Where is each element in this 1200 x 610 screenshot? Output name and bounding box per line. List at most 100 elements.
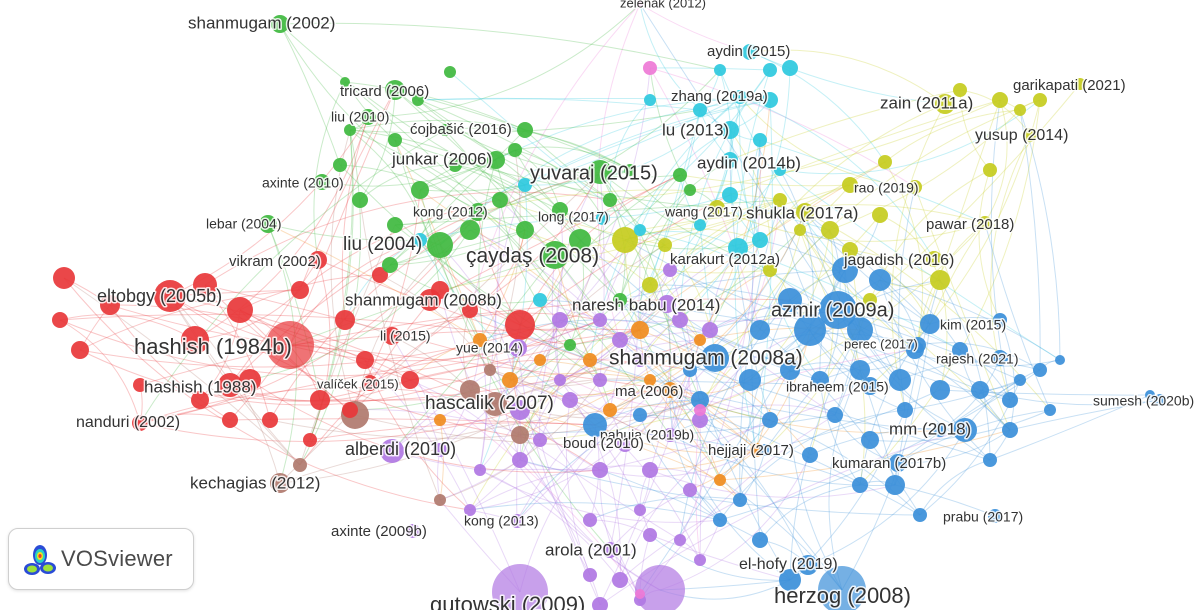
publication-node[interactable] bbox=[484, 364, 496, 376]
publication-node[interactable] bbox=[992, 92, 1008, 108]
publication-node[interactable] bbox=[517, 122, 533, 138]
publication-node[interactable] bbox=[464, 504, 476, 516]
publication-node[interactable] bbox=[633, 408, 647, 422]
node-label[interactable]: perec (2017) bbox=[843, 335, 920, 353]
publication-node[interactable] bbox=[762, 412, 778, 428]
publication-node[interactable] bbox=[908, 180, 922, 194]
publication-node[interactable] bbox=[533, 293, 547, 307]
publication-node[interactable] bbox=[508, 143, 522, 157]
publication-node[interactable] bbox=[154, 280, 186, 312]
publication-node[interactable] bbox=[310, 390, 330, 410]
publication-node[interactable] bbox=[913, 508, 927, 522]
publication-node[interactable] bbox=[714, 474, 726, 486]
publication-node[interactable] bbox=[406, 524, 420, 538]
node-label[interactable]: long (2017) bbox=[537, 207, 611, 226]
node-label[interactable]: junkar (2006) bbox=[390, 148, 494, 170]
publication-node[interactable] bbox=[593, 313, 607, 327]
publication-node[interactable] bbox=[674, 534, 686, 546]
publication-node[interactable] bbox=[721, 121, 739, 139]
node-label[interactable]: alberdi (2010) bbox=[344, 437, 458, 460]
publication-node[interactable] bbox=[259, 215, 277, 233]
node-label[interactable]: lu (2013) bbox=[661, 119, 731, 141]
publication-node[interactable] bbox=[534, 354, 546, 366]
node-label[interactable]: naresh babu (2014) bbox=[571, 294, 722, 316]
publication-node[interactable] bbox=[713, 513, 727, 527]
publication-node[interactable] bbox=[469, 203, 487, 221]
publication-node[interactable] bbox=[1055, 355, 1065, 365]
publication-node[interactable] bbox=[850, 360, 870, 380]
publication-node[interactable] bbox=[335, 310, 355, 330]
publication-node[interactable] bbox=[1145, 390, 1155, 400]
publication-node[interactable] bbox=[842, 177, 858, 193]
publication-node[interactable] bbox=[637, 1, 643, 7]
publication-node[interactable] bbox=[644, 94, 656, 106]
publication-node[interactable] bbox=[1033, 93, 1047, 107]
publication-node[interactable] bbox=[878, 155, 892, 169]
publication-node[interactable] bbox=[562, 392, 578, 408]
publication-node[interactable] bbox=[798, 555, 818, 575]
node-label[interactable]: pahuja (2019b) bbox=[599, 425, 696, 444]
publication-node[interactable] bbox=[612, 227, 638, 253]
node-label[interactable]: rajesh (2021) bbox=[935, 349, 1021, 368]
publication-node[interactable] bbox=[930, 270, 950, 290]
publication-node[interactable] bbox=[502, 372, 518, 388]
publication-node[interactable] bbox=[635, 589, 645, 599]
publication-node[interactable] bbox=[978, 216, 992, 230]
publication-node[interactable] bbox=[694, 554, 706, 566]
publication-node[interactable] bbox=[1154, 394, 1166, 406]
publication-node[interactable] bbox=[541, 241, 569, 269]
node-label[interactable]: jagadish (2016) bbox=[842, 251, 956, 271]
publication-node[interactable] bbox=[516, 221, 534, 239]
publication-node[interactable] bbox=[992, 350, 1008, 366]
publication-node[interactable] bbox=[971, 381, 989, 399]
publication-node[interactable] bbox=[694, 334, 706, 346]
node-label[interactable]: ma (2006) bbox=[614, 381, 685, 401]
node-label[interactable]: garikapati (2021) bbox=[1012, 75, 1128, 95]
publication-node[interactable] bbox=[492, 564, 548, 610]
publication-node[interactable] bbox=[1014, 374, 1026, 386]
node-label[interactable]: herzog (2008) bbox=[773, 581, 913, 609]
publication-node[interactable] bbox=[362, 375, 378, 391]
publication-node[interactable] bbox=[673, 168, 687, 182]
publication-node[interactable] bbox=[753, 133, 767, 147]
node-label[interactable]: mm (2018) bbox=[888, 418, 973, 440]
node-label[interactable]: shanmugam (2002) bbox=[187, 12, 337, 34]
publication-node[interactable] bbox=[473, 333, 487, 347]
publication-node[interactable] bbox=[439, 124, 451, 136]
publication-node[interactable] bbox=[431, 281, 449, 299]
node-label[interactable]: zhang (2019a) bbox=[670, 86, 770, 106]
publication-node[interactable] bbox=[885, 475, 905, 495]
publication-node[interactable] bbox=[935, 94, 955, 114]
publication-node[interactable] bbox=[644, 374, 656, 386]
node-label[interactable]: boud (2010) bbox=[562, 433, 646, 453]
node-label[interactable]: shanmugam (2008a) bbox=[608, 345, 805, 371]
publication-node[interactable] bbox=[612, 572, 628, 588]
publication-node[interactable] bbox=[1044, 404, 1056, 416]
publication-node[interactable] bbox=[462, 302, 478, 318]
node-label[interactable]: nanduri (2002) bbox=[75, 413, 182, 433]
publication-node[interactable] bbox=[1074, 78, 1086, 90]
node-label[interactable]: hashish (1984b) bbox=[133, 332, 294, 360]
publication-node[interactable] bbox=[684, 184, 696, 196]
publication-node[interactable] bbox=[953, 83, 967, 97]
node-label[interactable]: rao (2019) bbox=[853, 178, 921, 197]
publication-node[interactable] bbox=[773, 193, 787, 207]
publication-node[interactable] bbox=[596, 211, 610, 225]
node-label[interactable]: tricard (2006) bbox=[339, 81, 431, 101]
publication-node[interactable] bbox=[802, 447, 818, 463]
publication-node[interactable] bbox=[643, 61, 657, 75]
publication-node[interactable] bbox=[510, 514, 524, 528]
publication-node[interactable] bbox=[564, 339, 576, 351]
publication-node[interactable] bbox=[818, 566, 866, 610]
publication-node[interactable] bbox=[512, 452, 528, 468]
publication-node[interactable] bbox=[920, 314, 940, 334]
node-label[interactable]: ibraheem (2015) bbox=[785, 377, 891, 396]
node-label[interactable]: pawar (2018) bbox=[925, 214, 1016, 234]
publication-node[interactable] bbox=[133, 378, 147, 392]
publication-node[interactable] bbox=[483, 392, 507, 416]
publication-node[interactable] bbox=[100, 295, 120, 315]
node-label[interactable]: kong (2012) bbox=[412, 202, 490, 221]
publication-node[interactable] bbox=[988, 509, 1002, 523]
publication-node[interactable] bbox=[762, 92, 778, 108]
node-label[interactable]: valíček (2015) bbox=[316, 375, 401, 393]
